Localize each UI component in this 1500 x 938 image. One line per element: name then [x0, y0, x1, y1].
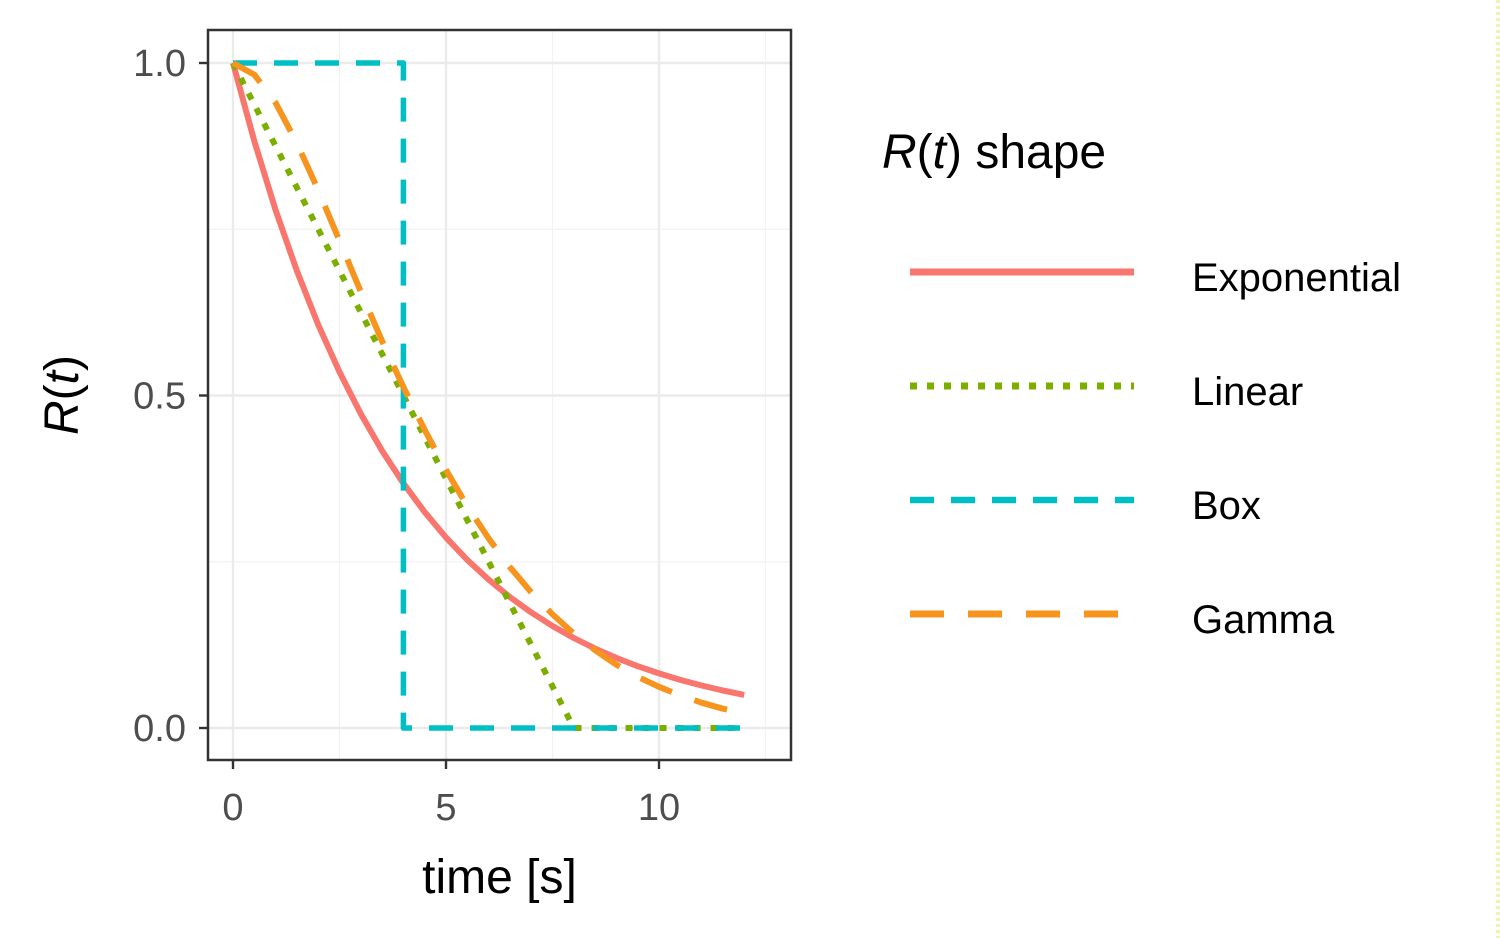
y-axis-title-symbol: R: [36, 400, 89, 435]
series-line-box: [233, 60, 745, 731]
legend-label-gamma: Gamma: [1192, 598, 1335, 642]
y-axis-title-var: t: [36, 369, 89, 384]
series-line-exponential: [230, 62, 745, 698]
ticks-layer: 0 5 10 0.0 0.5 1.0: [133, 43, 680, 829]
legend-title-open: (: [917, 126, 933, 179]
legend-items: Exponential Linear Box Gamma: [910, 256, 1401, 642]
legend-label-linear: Linear: [1192, 370, 1303, 414]
legend-title-symbol: R: [882, 126, 917, 179]
x-tick-label: 10: [638, 787, 680, 829]
legend-title-rest: shape: [962, 126, 1106, 179]
y-tick-label: 0.0: [133, 708, 186, 750]
legend-title: R(t) shape: [882, 126, 1106, 179]
legend: R(t) shape Exponential Linear Box Gamma: [882, 126, 1401, 642]
image-right-edge: [1496, 0, 1500, 938]
grid-layer: [208, 30, 791, 760]
y-axis-title-open: (: [36, 384, 89, 400]
legend-title-var: t: [933, 126, 948, 179]
x-tick-label: 0: [222, 787, 243, 829]
legend-title-close: ): [946, 126, 962, 179]
y-tick-label: 0.5: [133, 376, 186, 418]
series-layer: [230, 60, 745, 731]
series-line-gamma: [231, 60, 745, 717]
y-tick-label: 1.0: [133, 43, 186, 85]
x-tick-label: 5: [435, 787, 456, 829]
y-axis-title-close: ): [36, 355, 89, 371]
x-axis-title: time [s]: [422, 851, 577, 904]
legend-label-box: Box: [1192, 484, 1261, 528]
legend-label-exponential: Exponential: [1192, 256, 1401, 300]
y-axis-title: R(t): [36, 355, 89, 435]
